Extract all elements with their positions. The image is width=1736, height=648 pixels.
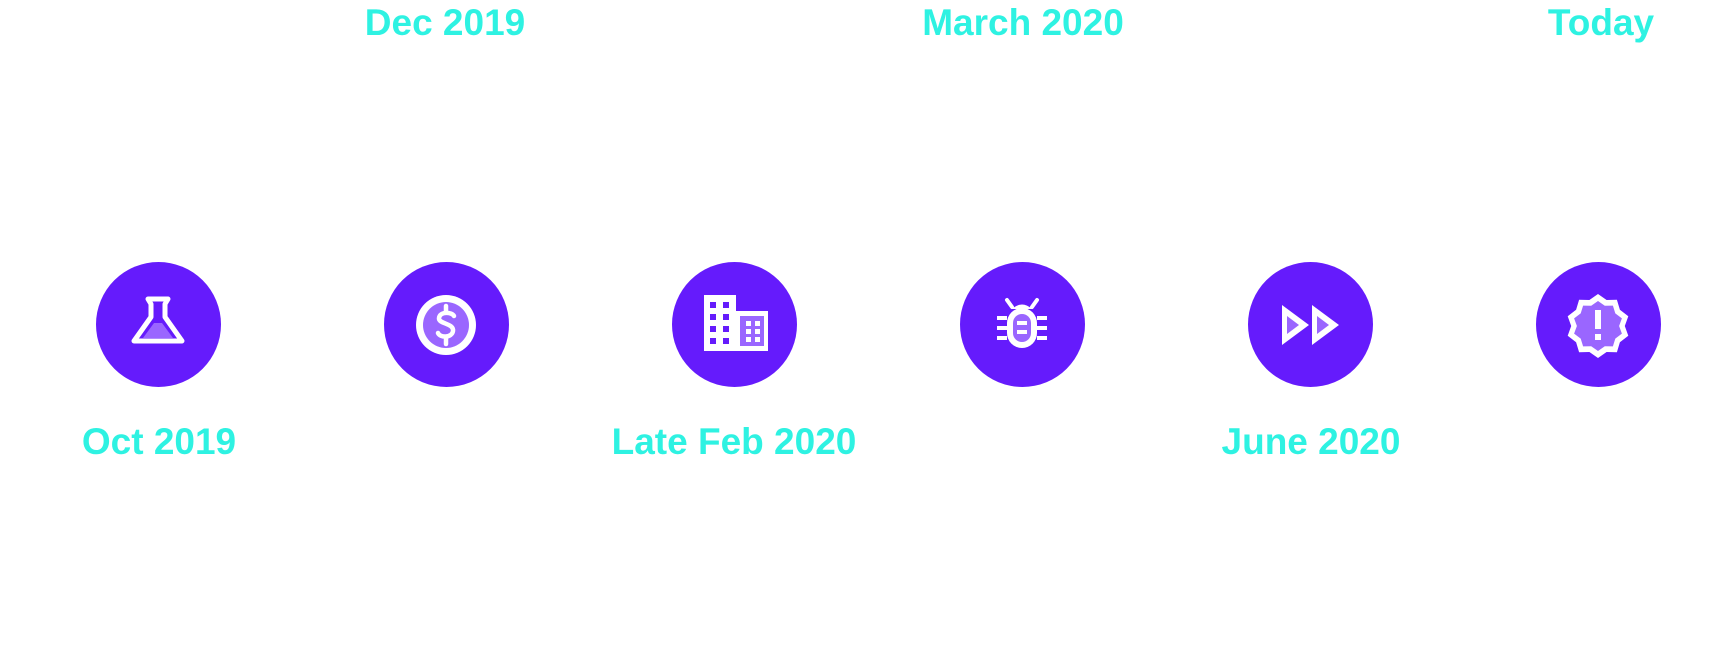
milestone-dec-2019 (383, 262, 509, 387)
milestone-june-2020 (1247, 262, 1373, 387)
office-building-icon (704, 294, 768, 351)
milestone-label-march-2020: March 2020 (922, 2, 1124, 43)
flask-icon (131, 296, 185, 343)
milestone-label-oct-2019: Oct 2019 (81, 421, 237, 462)
milestone-march-2020 (959, 262, 1085, 387)
milestone-label-dec-2019: Dec 2019 (364, 2, 526, 43)
alert-badge-icon (1567, 293, 1629, 358)
milestone-oct-2019 (95, 262, 221, 387)
bug-icon (997, 297, 1047, 348)
milestone-today (1535, 262, 1661, 387)
milestone-late-feb-2020 (671, 262, 797, 387)
fast-forward-icon (1282, 304, 1339, 345)
milestone-label-june-2020: June 2020 (1221, 421, 1401, 462)
milestone-label-today: Today (1547, 2, 1655, 43)
milestone-label-late-feb-2020: Late Feb 2020 (611, 421, 857, 462)
dollar-coin-icon (416, 294, 476, 355)
